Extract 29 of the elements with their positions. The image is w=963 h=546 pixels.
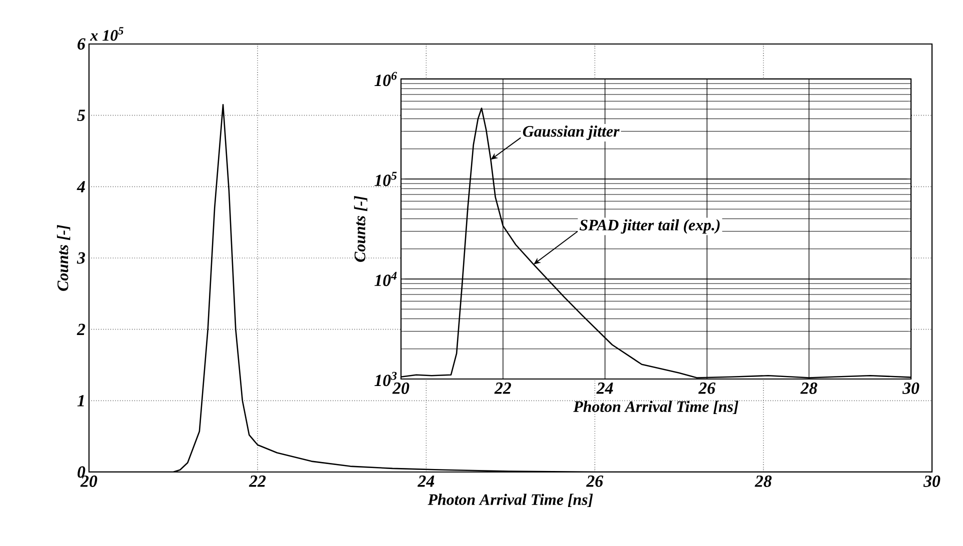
x-tick-label: 24: [596, 382, 613, 394]
y-tick-label: 10$^{5}$: [374, 172, 397, 186]
x-tick-label: 26: [586, 476, 604, 487]
x-axis-title: Photon Arrival Time [ns]: [573, 400, 738, 414]
x-tick-label: 28: [754, 476, 772, 487]
x-tick-label: 22: [248, 476, 266, 487]
x-tick-label: 22: [494, 382, 512, 394]
x-tick-label: 24: [418, 476, 434, 487]
text: x 10$^{5}$: [90, 27, 124, 41]
y-tick-label: 4: [76, 181, 85, 192]
annotation: SPAD jitter tail (exp.): [580, 219, 720, 234]
x-tick-label: 20: [392, 382, 410, 394]
y-tick-label: 1: [77, 395, 84, 406]
x-tick-label: 26: [698, 382, 716, 394]
y-tick-label: 2: [76, 324, 86, 335]
y-tick-label: 10$^{6}$: [374, 72, 397, 86]
y-tick-label: 6: [78, 38, 86, 50]
y-axis-title: Counts [-]: [354, 196, 368, 262]
y-tick-label: 5: [77, 110, 86, 121]
y-tick-label: 10$^{4}$: [374, 272, 397, 286]
y-tick-label: 0: [78, 466, 86, 478]
x-tick-label: 30: [923, 476, 940, 487]
y-axis-title: Counts [-]: [56, 225, 70, 291]
x-tick-label: 20: [80, 476, 98, 487]
annotation: Gaussian jitter: [523, 126, 620, 140]
x-axis-title: Photon Arrival Time [ns]: [428, 494, 593, 507]
x-tick-label: 30: [902, 382, 920, 394]
y-tick-label: 3: [76, 252, 86, 264]
x-tick-label: 28: [800, 382, 818, 394]
